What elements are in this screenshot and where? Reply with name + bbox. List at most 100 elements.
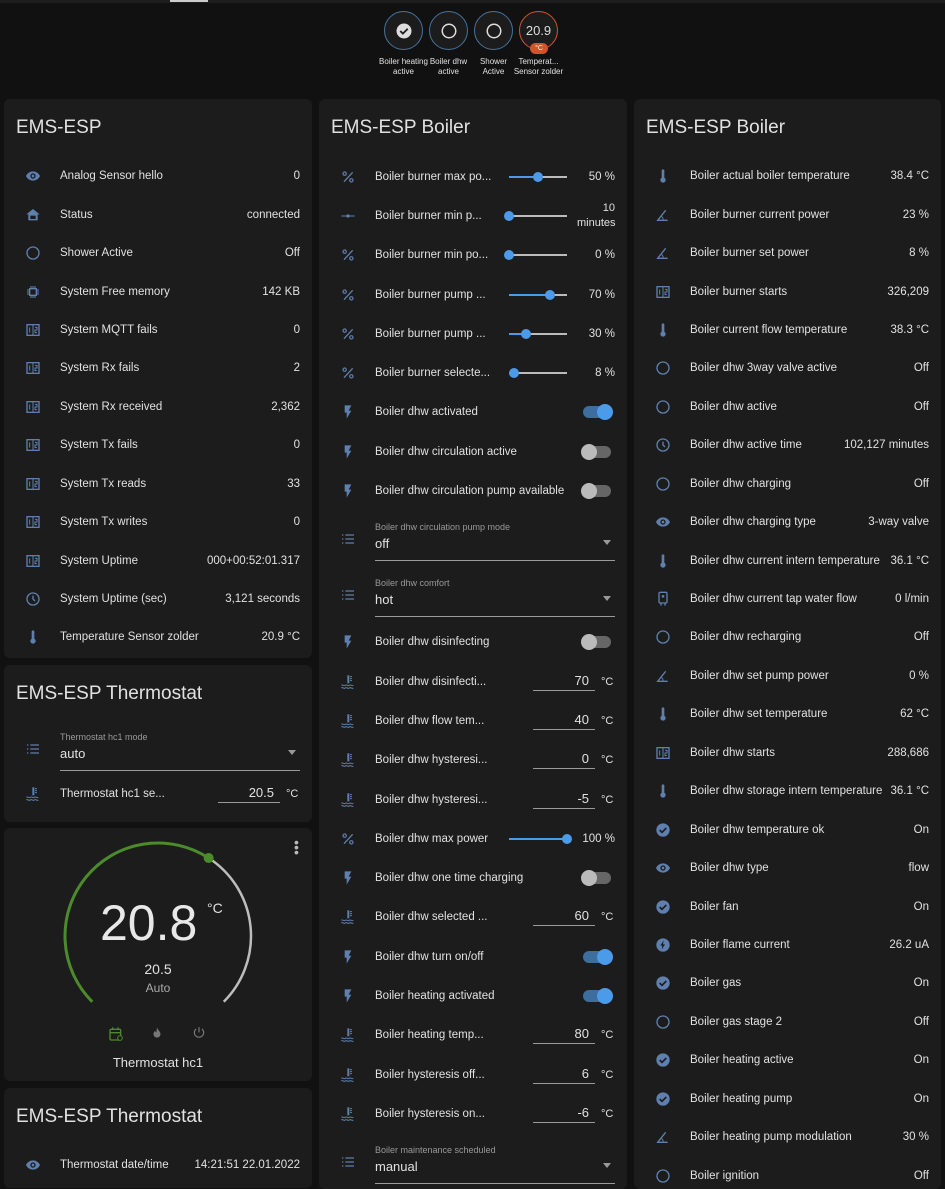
entity-value: connected bbox=[246, 208, 300, 221]
flash-icon bbox=[331, 988, 365, 1004]
number-input[interactable]: 80 bbox=[533, 1026, 595, 1045]
list-icon bbox=[16, 741, 50, 757]
chevron-down-icon[interactable] bbox=[603, 595, 611, 601]
entity-row[interactable]: Boiler hysteresis off... 6 °C bbox=[319, 1055, 627, 1094]
toggle-switch[interactable] bbox=[583, 987, 613, 1004]
entity-row[interactable]: Boiler dhw activated bbox=[319, 393, 627, 432]
chevron-down-icon[interactable] bbox=[288, 750, 296, 755]
slider-handle[interactable] bbox=[562, 833, 572, 844]
slider-value: 50 % bbox=[588, 170, 615, 183]
entity-row[interactable]: Boiler burner pump ... 70 % bbox=[319, 275, 627, 314]
entity-row[interactable]: Boiler dhw circulation active bbox=[319, 432, 627, 471]
slider[interactable] bbox=[509, 289, 567, 300]
entity-value: flow bbox=[908, 862, 929, 875]
entity-row[interactable]: Boiler dhw circulation pump available bbox=[319, 471, 627, 510]
entity-row[interactable]: Boiler dhw turn on/off bbox=[319, 937, 627, 976]
slider-handle[interactable] bbox=[504, 210, 514, 221]
entity-row[interactable]: Boiler burner selecte... 8 % bbox=[319, 353, 627, 392]
badge-2[interactable]: Shower Active bbox=[474, 11, 513, 77]
chevron-down-icon[interactable] bbox=[603, 1162, 611, 1168]
chevron-down-icon[interactable] bbox=[603, 539, 611, 545]
entity-row[interactable]: Boiler maintenance scheduled manual bbox=[319, 1134, 627, 1189]
entity-label: Boiler flame current bbox=[690, 938, 790, 951]
number-input[interactable]: 20.5 bbox=[218, 785, 280, 804]
entity-row[interactable]: Boiler dhw selected ... 60 °C bbox=[319, 898, 627, 937]
water-temp-icon bbox=[331, 1106, 365, 1122]
entity-row[interactable]: Boiler dhw disinfecting bbox=[319, 623, 627, 662]
number-input[interactable]: -6 bbox=[533, 1105, 595, 1123]
entity-row: Boiler dhw starts 288,686 bbox=[634, 734, 941, 772]
slider-handle[interactable] bbox=[544, 289, 555, 300]
entity-row[interactable]: Thermostat hc1 mode auto bbox=[4, 723, 312, 775]
entity-row[interactable]: Boiler dhw one time charging bbox=[319, 858, 627, 897]
entity-row[interactable]: Boiler dhw disinfecti... 70 °C bbox=[319, 662, 627, 701]
entity-row: Boiler dhw 3way valve active Off bbox=[634, 349, 941, 387]
number-input[interactable]: 70 bbox=[533, 673, 595, 691]
slider-handle[interactable] bbox=[508, 368, 519, 379]
toggle-knob bbox=[597, 987, 613, 1004]
slider[interactable] bbox=[509, 833, 572, 844]
entity-row[interactable]: Boiler dhw max power 100 % bbox=[319, 819, 627, 858]
slider[interactable] bbox=[509, 328, 567, 339]
entity-label: System Free memory bbox=[60, 285, 170, 298]
number-input[interactable]: 40 bbox=[533, 712, 595, 730]
entity-row[interactable]: Boiler dhw comfort hot bbox=[319, 567, 627, 623]
eye-icon bbox=[646, 860, 680, 876]
number-input[interactable]: 6 bbox=[533, 1066, 595, 1084]
entity-row[interactable]: Boiler heating temp... 80 °C bbox=[319, 1016, 627, 1055]
select-dropdown[interactable]: Boiler dhw circulation pump mode off bbox=[375, 517, 615, 561]
bolt-circle-icon bbox=[646, 937, 680, 953]
toggle-switch[interactable] bbox=[581, 634, 611, 651]
slider-value: 0 % bbox=[595, 249, 615, 262]
badge-0[interactable]: Boiler heating active bbox=[379, 11, 428, 77]
thermometer-icon bbox=[646, 553, 680, 569]
select-dropdown[interactable]: Boiler dhw comfort hot bbox=[375, 573, 615, 617]
counter-icon bbox=[16, 360, 50, 376]
slider[interactable] bbox=[504, 210, 567, 221]
entity-row: Boiler dhw set temperature 62 °C bbox=[634, 695, 941, 733]
entity-row[interactable]: Boiler dhw hysteresi... 0 °C bbox=[319, 741, 627, 780]
slider-handle[interactable] bbox=[533, 171, 543, 182]
entity-row[interactable]: Thermostat hc1 se... 20.5 °C bbox=[4, 775, 312, 813]
entity-label: Boiler dhw 3way valve active bbox=[690, 362, 838, 375]
thermostat-dial[interactable] bbox=[4, 828, 312, 1081]
fire-icon[interactable] bbox=[150, 1026, 164, 1045]
toggle-switch[interactable] bbox=[583, 404, 613, 421]
entity-row[interactable]: Boiler dhw circulation pump mode off bbox=[319, 511, 627, 567]
toggle-switch[interactable] bbox=[583, 948, 613, 965]
entity-row[interactable]: Boiler burner min po... 0 % bbox=[319, 236, 627, 275]
entity-row[interactable]: Boiler burner pump ... 30 % bbox=[319, 314, 627, 353]
number-input[interactable]: 0 bbox=[533, 751, 595, 770]
toggle-switch[interactable] bbox=[581, 443, 611, 460]
slider[interactable] bbox=[504, 250, 567, 261]
entity-row[interactable]: Boiler dhw hysteresi... -5 °C bbox=[319, 780, 627, 819]
entity-row[interactable]: Boiler burner max po... 50 % bbox=[319, 157, 627, 196]
toggle-switch[interactable] bbox=[581, 483, 611, 500]
slider-handle[interactable] bbox=[504, 250, 514, 261]
slider[interactable] bbox=[509, 171, 567, 182]
entity-row[interactable]: Boiler dhw flow tem... 40 °C bbox=[319, 701, 627, 740]
toggle-switch[interactable] bbox=[581, 870, 611, 887]
badge-1[interactable]: Boiler dhw active bbox=[429, 11, 468, 77]
number-input[interactable]: 60 bbox=[533, 908, 595, 927]
number-input[interactable]: -5 bbox=[533, 791, 595, 809]
entity-row[interactable]: Boiler heating activated bbox=[319, 976, 627, 1015]
eye-icon bbox=[646, 514, 680, 530]
entity-row: Boiler dhw charging Off bbox=[634, 465, 941, 503]
entity-row[interactable]: Boiler burner min p... 10 minutes bbox=[319, 196, 627, 235]
slider[interactable] bbox=[508, 368, 567, 379]
slider-handle[interactable] bbox=[521, 328, 532, 339]
power-icon[interactable] bbox=[192, 1026, 206, 1045]
clock-icon bbox=[646, 437, 680, 453]
entity-label: Boiler dhw current intern temperature bbox=[690, 554, 880, 567]
select-dropdown[interactable]: Thermostat hc1 mode auto bbox=[60, 727, 300, 771]
schedule-icon[interactable] bbox=[108, 1026, 124, 1047]
more-options-icon[interactable]: • • • bbox=[294, 834, 299, 860]
counter-icon bbox=[16, 514, 50, 530]
entity-row: System Tx writes 0 bbox=[4, 503, 312, 541]
entity-label: Boiler burner min p... bbox=[375, 209, 482, 222]
entity-value: 3-way valve bbox=[868, 516, 929, 529]
select-dropdown[interactable]: Boiler maintenance scheduled manual bbox=[375, 1140, 615, 1184]
badge-3[interactable]: 20.9 °C Temperat... Sensor zolder bbox=[514, 11, 563, 77]
entity-row[interactable]: Boiler hysteresis on... -6 °C bbox=[319, 1094, 627, 1133]
